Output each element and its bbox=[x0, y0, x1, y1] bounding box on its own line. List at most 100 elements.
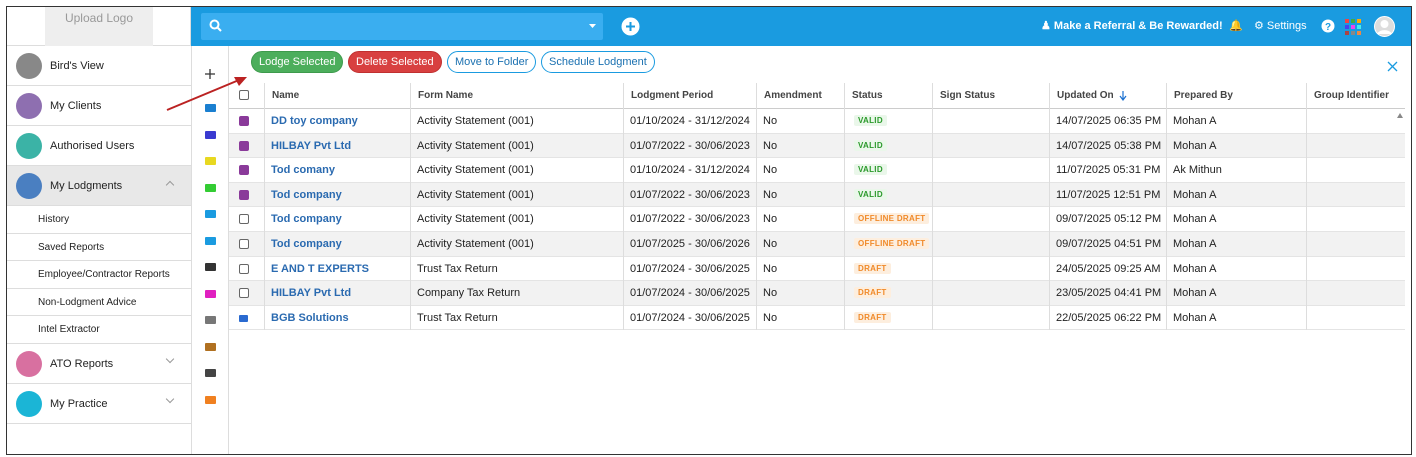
column-header[interactable]: Lodgment Period bbox=[623, 83, 756, 109]
settings[interactable]: ⚙ Settings bbox=[1254, 19, 1307, 32]
table-row[interactable]: BGB SolutionsTrust Tax Return01/07/2024 … bbox=[229, 306, 1405, 331]
client-link[interactable]: Tod company bbox=[271, 213, 342, 225]
cell-border bbox=[623, 257, 624, 282]
table-row[interactable]: Tod companyActivity Statement (001)01/07… bbox=[229, 183, 1405, 208]
sub-nav-item[interactable]: Saved Reports bbox=[7, 234, 191, 262]
table-row[interactable]: Tod companyActivity Statement (001)01/07… bbox=[229, 207, 1405, 232]
folder-icon[interactable] bbox=[205, 184, 216, 192]
nav-label: My Practice bbox=[50, 398, 107, 410]
table-row[interactable]: Tod comanyActivity Statement (001)01/10/… bbox=[229, 158, 1405, 183]
table-row[interactable]: E AND T EXPERTSTrust Tax Return01/07/202… bbox=[229, 257, 1405, 282]
help[interactable]: ? bbox=[1321, 19, 1335, 33]
client-link[interactable]: Tod company bbox=[271, 238, 342, 250]
column-header[interactable]: Form Name bbox=[410, 83, 623, 109]
table-row[interactable]: DD toy companyActivity Statement (001)01… bbox=[229, 109, 1405, 134]
folder-column bbox=[192, 46, 229, 454]
folder-icon[interactable] bbox=[205, 343, 216, 351]
checkbox[interactable] bbox=[239, 264, 249, 274]
nav-item[interactable]: Authorised Users bbox=[7, 126, 191, 166]
toolbar-button[interactable]: Delete Selected bbox=[348, 51, 442, 73]
avatar[interactable] bbox=[1374, 16, 1395, 37]
folder-icon[interactable] bbox=[205, 290, 216, 298]
nav-item[interactable]: My Lodgments bbox=[7, 166, 191, 206]
folder-icon[interactable] bbox=[205, 104, 216, 112]
sub-nav-item[interactable]: Non-Lodgment Advice bbox=[7, 289, 191, 317]
client-link[interactable]: HILBAY Pvt Ltd bbox=[271, 287, 351, 299]
client-link[interactable]: Tod company bbox=[271, 189, 342, 201]
cell-border bbox=[1306, 232, 1307, 257]
upload-logo[interactable]: Upload Logo bbox=[45, 7, 153, 46]
nav-item[interactable]: ATO Reports bbox=[7, 344, 191, 384]
table-row[interactable]: HILBAY Pvt LtdActivity Statement (001)01… bbox=[229, 134, 1405, 159]
column-header[interactable]: Status bbox=[844, 83, 932, 109]
checkbox[interactable] bbox=[239, 190, 249, 200]
cell-border bbox=[844, 306, 845, 331]
cell: Trust Tax Return bbox=[417, 263, 498, 275]
toolbar-button[interactable]: Move to Folder bbox=[447, 51, 536, 73]
column-header[interactable]: Prepared By bbox=[1166, 83, 1306, 109]
column-header[interactable]: Updated On bbox=[1049, 83, 1166, 109]
column-header[interactable]: Sign Status bbox=[932, 83, 1049, 109]
search-box[interactable] bbox=[201, 13, 603, 40]
column-header[interactable]: Group Identifier bbox=[1306, 83, 1405, 109]
checkbox[interactable] bbox=[239, 141, 249, 151]
client-link[interactable]: E AND T EXPERTS bbox=[271, 263, 369, 275]
column-header[interactable]: Amendment bbox=[756, 83, 844, 109]
cell-border bbox=[1166, 232, 1167, 257]
cell-border bbox=[264, 207, 265, 232]
checkbox[interactable] bbox=[239, 165, 249, 175]
checkbox[interactable] bbox=[239, 214, 249, 224]
cell-border bbox=[1049, 207, 1050, 232]
cell-border bbox=[1049, 281, 1050, 306]
sub-nav-item[interactable]: Employee/Contractor Reports bbox=[7, 261, 191, 289]
status-badge: DRAFT bbox=[854, 287, 891, 298]
nav-icon bbox=[16, 351, 42, 377]
cell: Ak Mithun bbox=[1173, 164, 1222, 176]
scroll-up[interactable] bbox=[1397, 113, 1403, 118]
folder-icon[interactable] bbox=[205, 157, 216, 165]
nav-item[interactable]: My Practice bbox=[7, 384, 191, 424]
cell-border bbox=[932, 281, 933, 306]
toolbar-button[interactable]: Lodge Selected bbox=[251, 51, 343, 73]
folder-icon[interactable] bbox=[205, 369, 216, 377]
client-link[interactable]: HILBAY Pvt Ltd bbox=[271, 140, 351, 152]
cell: Activity Statement (001) bbox=[417, 189, 534, 201]
column-header[interactable]: Name bbox=[264, 83, 410, 109]
cell-border bbox=[1166, 281, 1167, 306]
bell[interactable]: 🔔 bbox=[1229, 19, 1243, 32]
client-link[interactable]: Tod comany bbox=[271, 164, 335, 176]
cell-border bbox=[410, 158, 411, 183]
client-link[interactable]: BGB Solutions bbox=[271, 312, 349, 324]
cell-border bbox=[844, 281, 845, 306]
cell-border bbox=[756, 257, 757, 282]
folder-icon[interactable] bbox=[205, 396, 216, 404]
referral-link[interactable]: ♟ Make a Referral & Be Rewarded! bbox=[1041, 19, 1223, 32]
cell-border bbox=[264, 306, 265, 331]
sub-nav-item[interactable]: History bbox=[7, 206, 191, 234]
cell: 09/07/2025 04:51 PM bbox=[1056, 238, 1161, 250]
apps[interactable] bbox=[1345, 19, 1361, 35]
cell: 23/05/2025 04:41 PM bbox=[1056, 287, 1161, 299]
toolbar-button[interactable]: Schedule Lodgment bbox=[541, 51, 655, 73]
table-row[interactable]: HILBAY Pvt LtdCompany Tax Return01/07/20… bbox=[229, 281, 1405, 306]
sub-nav-item[interactable]: Intel Extractor bbox=[7, 316, 191, 344]
folder-icon[interactable] bbox=[205, 131, 216, 139]
cell-border bbox=[1049, 306, 1050, 331]
cell-border bbox=[1166, 207, 1167, 232]
cell-border bbox=[1049, 109, 1050, 134]
table-row[interactable]: Tod companyActivity Statement (001)01/07… bbox=[229, 232, 1405, 257]
folder-icon[interactable] bbox=[205, 210, 216, 218]
checkbox[interactable] bbox=[239, 90, 249, 100]
client-link[interactable]: DD toy company bbox=[271, 115, 358, 127]
folder-icon[interactable] bbox=[205, 316, 216, 324]
nav-item[interactable]: My Clients bbox=[7, 86, 191, 126]
folder-icon[interactable] bbox=[205, 237, 216, 245]
close[interactable] bbox=[1387, 61, 1398, 72]
nav-item[interactable]: Bird's View bbox=[7, 46, 191, 86]
checkbox[interactable] bbox=[239, 288, 249, 298]
checkbox[interactable] bbox=[239, 116, 249, 126]
add-button[interactable] bbox=[621, 17, 640, 36]
checkbox[interactable] bbox=[239, 239, 249, 249]
folder-icon[interactable] bbox=[205, 263, 216, 271]
cell-border bbox=[932, 257, 933, 282]
